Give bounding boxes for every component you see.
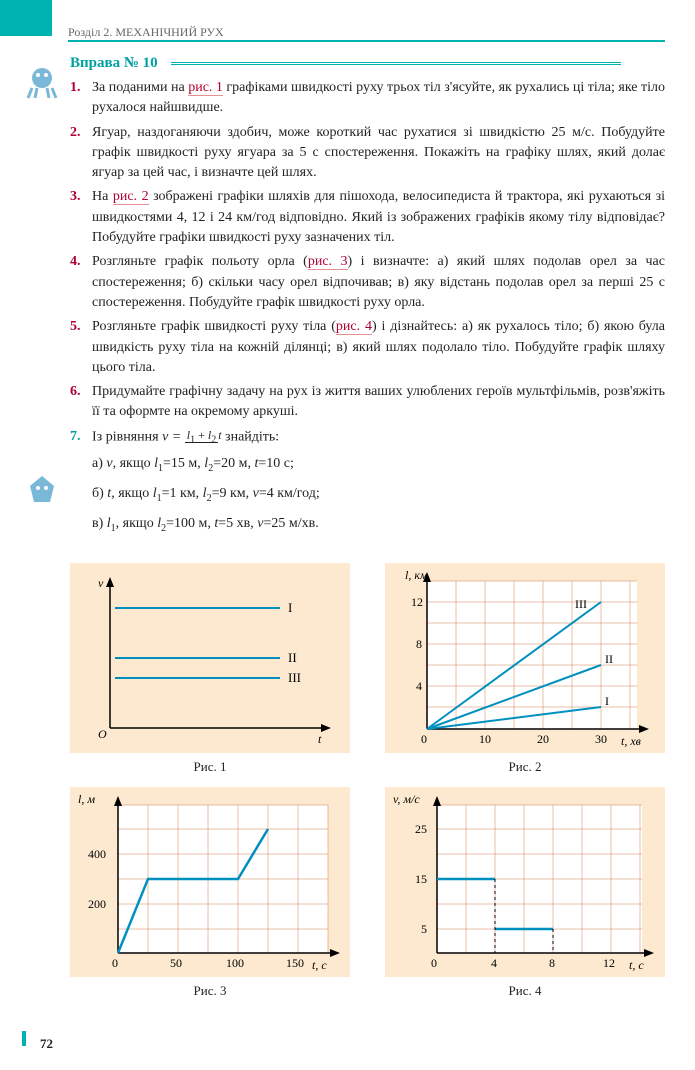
- t7-intro: Із рівняння: [92, 429, 159, 444]
- task-item: 4. Розгляньте графік польоту орла (рис. …: [70, 252, 665, 313]
- chart-caption: Рис. 4: [385, 983, 665, 999]
- chart-caption: Рис. 2: [385, 759, 665, 775]
- task-item: 2. Ягуар, наздоганяючи здобич, може коро…: [70, 123, 665, 184]
- svg-text:400: 400: [88, 847, 106, 861]
- svg-text:I: I: [605, 694, 609, 708]
- corner-accent: [0, 0, 52, 36]
- chart-4: v, м/с t, c 25 15 5 0 4 8 12: [385, 787, 665, 977]
- figure-ref: рис. 1: [188, 80, 223, 96]
- svg-text:III: III: [288, 670, 301, 685]
- svg-text:II: II: [288, 650, 297, 665]
- task-number: 1.: [70, 78, 88, 119]
- chart-caption: Рис. 1: [70, 759, 350, 775]
- task-number: 7.: [70, 427, 88, 545]
- task-text: Розгляньте графік польоту орла (рис. 3) …: [92, 252, 665, 313]
- exercise-title: Вправа № 10: [70, 55, 158, 72]
- svg-text:t, c: t, c: [312, 958, 327, 972]
- svg-text:t, c: t, c: [629, 958, 644, 972]
- chart-1: v t O I II III: [70, 563, 350, 753]
- formula: v =: [162, 429, 185, 444]
- task-text: На рис. 2 зображені графіки шляхів для п…: [92, 187, 665, 248]
- svg-text:O: O: [98, 727, 107, 741]
- svg-text:0: 0: [421, 732, 427, 746]
- fraction: l1 + l2t: [185, 427, 222, 448]
- task-item: 5. Розгляньте графік швидкості руху тіла…: [70, 317, 665, 378]
- sub-item: в) l1, якщо l2=100 м, t=5 хв, v=25 м/хв.: [92, 514, 665, 536]
- svg-text:t: t: [318, 732, 322, 746]
- charts-row: l, м t, c 400 200 0 50 100 150 Рис. 3: [70, 787, 665, 999]
- figure-ref: рис. 3: [308, 254, 348, 270]
- chart-box: v, м/с t, c 25 15 5 0 4 8 12 Рис. 4: [385, 787, 665, 999]
- task-text: Із рівняння v = l1 + l2t знайдіть: а) v,…: [92, 427, 665, 545]
- svg-text:100: 100: [226, 956, 244, 970]
- svg-text:10: 10: [479, 732, 491, 746]
- task-number: 2.: [70, 123, 88, 184]
- sub-items: а) v, якщо l1=15 м, l2=20 м, t=10 c; б) …: [92, 454, 665, 537]
- svg-text:II: II: [605, 652, 613, 666]
- svg-text:4: 4: [491, 956, 497, 970]
- chart-caption: Рис. 3: [70, 983, 350, 999]
- svg-text:12: 12: [603, 956, 615, 970]
- svg-text:0: 0: [112, 956, 118, 970]
- svg-text:15: 15: [415, 872, 427, 886]
- svg-text:150: 150: [286, 956, 304, 970]
- title-rule: [171, 62, 621, 65]
- header-rule: [68, 40, 665, 42]
- task-item: 7. Із рівняння v = l1 + l2t знайдіть: а)…: [70, 427, 665, 545]
- svg-text:25: 25: [415, 822, 427, 836]
- page-number: 72: [40, 1036, 53, 1052]
- svg-text:200: 200: [88, 897, 106, 911]
- svg-text:30: 30: [595, 732, 607, 746]
- svg-text:v: v: [98, 576, 104, 590]
- svg-text:50: 50: [170, 956, 182, 970]
- sub-item: б) t, якщо l1=1 км, l2=9 км, v=4 км/год;: [92, 484, 665, 506]
- svg-text:0: 0: [431, 956, 437, 970]
- chart-2: l, км t, хв 12 8 4 0 10 20 30 III II I: [385, 563, 665, 753]
- task-number: 6.: [70, 382, 88, 423]
- task-text: За поданими на рис. 1 графіками швидкост…: [92, 78, 665, 119]
- task-number: 3.: [70, 187, 88, 248]
- task-number: 5.: [70, 317, 88, 378]
- task-text: Ягуар, наздоганяючи здобич, може коротки…: [92, 123, 665, 184]
- figure-ref: рис. 2: [113, 189, 149, 205]
- svg-text:l, км: l, км: [405, 568, 428, 582]
- page-accent: [22, 1031, 26, 1046]
- svg-text:v, м/с: v, м/с: [393, 792, 420, 806]
- charts-row: v t O I II III Рис. 1: [70, 563, 665, 775]
- svg-text:20: 20: [537, 732, 549, 746]
- task-item: 3. На рис. 2 зображені графіки шляхів дл…: [70, 187, 665, 248]
- chart-box: v t O I II III Рис. 1: [70, 563, 350, 775]
- task-text: Придумайте графічну задачу на рух із жит…: [92, 382, 665, 423]
- svg-text:8: 8: [416, 637, 422, 651]
- mascot-icon: [22, 470, 62, 510]
- t7-find: знайдіть:: [225, 429, 279, 444]
- svg-text:t, хв: t, хв: [621, 734, 641, 748]
- chart-box: l, м t, c 400 200 0 50 100 150 Рис. 3: [70, 787, 350, 999]
- section-header: Розділ 2. МЕХАНІЧНИЙ РУХ: [68, 25, 224, 40]
- svg-text:I: I: [288, 600, 292, 615]
- sub-item: а) v, якщо l1=15 м, l2=20 м, t=10 c;: [92, 454, 665, 476]
- svg-text:4: 4: [416, 679, 422, 693]
- content-area: Вправа № 10 1. За поданими на рис. 1 гра…: [70, 55, 665, 999]
- svg-text:12: 12: [411, 595, 423, 609]
- svg-text:8: 8: [549, 956, 555, 970]
- svg-text:l, м: l, м: [78, 792, 95, 806]
- chart-3: l, м t, c 400 200 0 50 100 150: [70, 787, 350, 977]
- svg-text:5: 5: [421, 922, 427, 936]
- mascot-icon: [22, 60, 62, 100]
- task-number: 4.: [70, 252, 88, 313]
- chart-box: l, км t, хв 12 8 4 0 10 20 30 III II I: [385, 563, 665, 775]
- svg-text:III: III: [575, 597, 587, 611]
- figure-ref: рис. 4: [336, 319, 372, 335]
- task-item: 1. За поданими на рис. 1 графіками швидк…: [70, 78, 665, 119]
- task-item: 6. Придумайте графічну задачу на рух із …: [70, 382, 665, 423]
- task-text: Розгляньте графік швидкості руху тіла (р…: [92, 317, 665, 378]
